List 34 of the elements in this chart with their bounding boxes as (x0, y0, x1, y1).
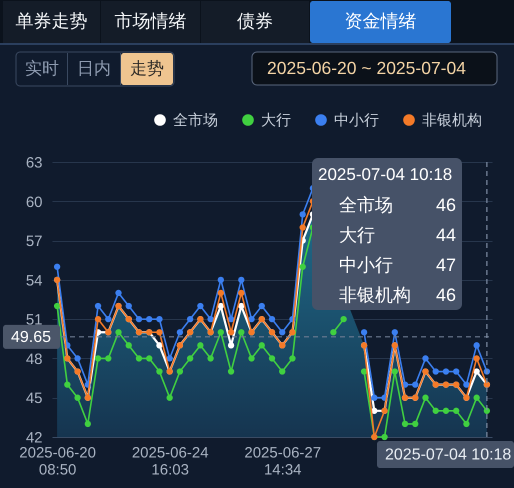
x-tick-label: 2025-06-20 08:50 (19, 444, 96, 478)
annotation: 46 (436, 195, 456, 215)
legend-label: 全市场 (173, 112, 218, 129)
text: 债券 (237, 11, 273, 31)
text: 市场情绪 (114, 11, 186, 31)
text: 日内 (77, 59, 111, 78)
legend-label: 大行 (261, 112, 291, 129)
ref-line-label: 49.65 (10, 328, 52, 346)
text: 资金情绪 (344, 11, 416, 31)
text: 2025-06-20 ~ 2025-07-04 (267, 58, 466, 78)
annotation: 47 (436, 255, 456, 275)
x-tick-label: 2025-06-27 14:34 (244, 444, 322, 478)
y-tick-label: 54 (26, 272, 42, 290)
annotation: 2025-07-04 10:18 (318, 165, 452, 184)
x-tick-label: 2025-06-24 16:03 (132, 444, 209, 478)
y-tick-label: 63 (26, 154, 42, 172)
annotation: 44 (436, 225, 456, 245)
y-tick-label: 51 (26, 312, 42, 329)
text: 实时 (25, 59, 59, 78)
annotation: 46 (436, 285, 456, 305)
legend-label: 中小行 (334, 112, 379, 129)
annotation: 非银机构 (339, 285, 411, 305)
legend-label: 非银机构 (422, 112, 482, 129)
annotation: 大行 (339, 225, 375, 245)
text: 单券走势 (16, 11, 88, 31)
text: 走势 (130, 59, 164, 78)
y-tick-label: 48 (26, 350, 42, 368)
y-tick-label: 45 (26, 390, 42, 408)
annotation: 中小行 (339, 255, 393, 275)
text: 2025-07-04 10:18 (385, 446, 512, 464)
y-tick-label: 42 (26, 430, 42, 446)
y-tick-label: 57 (26, 233, 42, 250)
y-tick-label: 60 (26, 194, 42, 211)
annotation: 全市场 (339, 195, 393, 215)
